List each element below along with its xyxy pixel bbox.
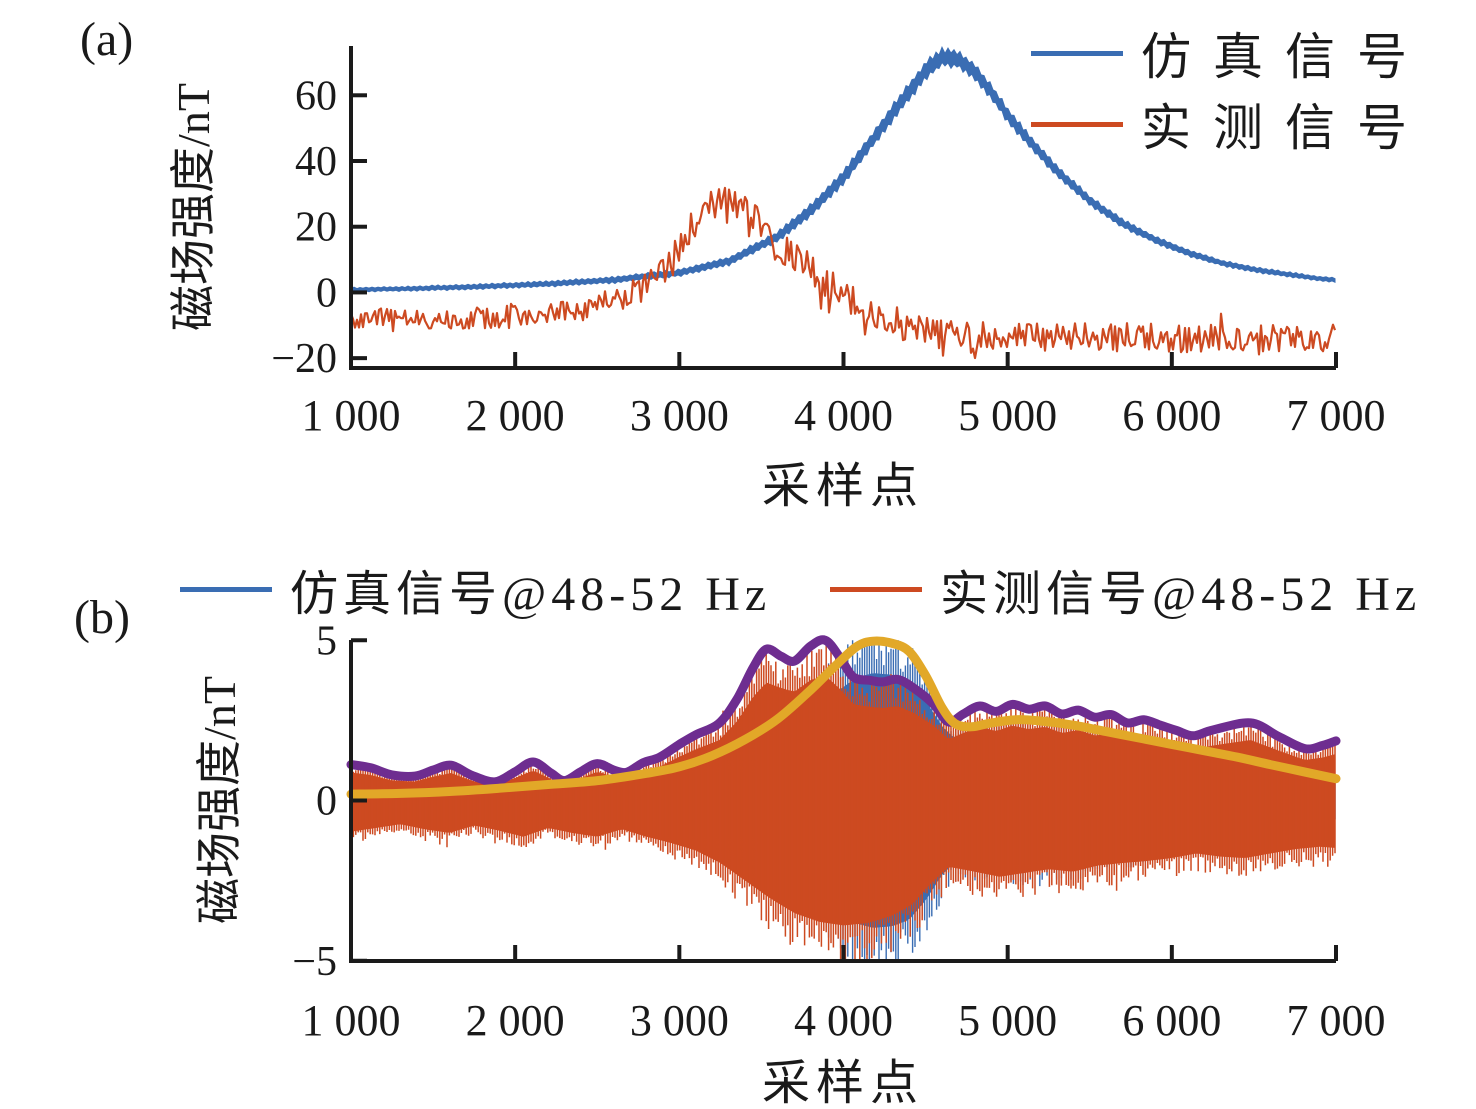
- panel-b-y-axis-title: 磁场强度/nT: [194, 676, 245, 924]
- panel-b-label: (b): [74, 591, 130, 644]
- panel-b-y-tick-label: 5: [316, 618, 337, 664]
- legend-a-simulated-label: 仿真信号: [1141, 29, 1429, 85]
- legend-a-measured-line-swatch: [1031, 121, 1123, 127]
- panel-b-x-tick-label: 3 000: [630, 996, 729, 1045]
- legend-a-simulated-line-swatch: [1031, 50, 1123, 56]
- panel-b-x-axis-title: 采样点: [761, 1057, 925, 1109]
- legend-b-measured-label: 实测信号@48-52 Hz: [940, 568, 1422, 621]
- series-a-simulated-band: [350, 46, 1336, 293]
- legend-a-item-simulated: 仿真信号: [1031, 27, 1429, 85]
- panel-a-x-tick-label: 5 000: [958, 391, 1057, 440]
- panel-a-x-tick-label: 3 000: [630, 391, 729, 440]
- panel-b-y-tick-label: −5: [292, 939, 337, 985]
- panel-b-x-tick-label: 7 000: [1287, 996, 1386, 1045]
- legend-b-item-simulated: 仿真信号@48-52 Hz: [180, 563, 771, 621]
- panel-b-x-tick-label: 6 000: [1122, 996, 1221, 1045]
- legend-a-item-measured: 实测信号: [1031, 98, 1429, 156]
- legend-a-measured-label: 实测信号: [1141, 100, 1429, 156]
- panel-a-y-tick-label: 20: [295, 205, 337, 251]
- panel-b-x-tick-label: 4 000: [794, 996, 893, 1045]
- panel-b-x-tick-label: 5 000: [958, 996, 1057, 1045]
- panel-a-y-tick-label: 40: [295, 139, 337, 185]
- legend-b-simulated-line-swatch: [180, 586, 272, 592]
- panel-a-y-axis-title: 磁场强度/nT: [168, 83, 219, 331]
- legend-b-measured-line-swatch: [830, 586, 922, 592]
- panel-a-y-tick-label: −20: [271, 336, 337, 382]
- panel-b-y-tick-label: 0: [316, 779, 337, 825]
- panel-a-y-tick-label: 0: [316, 270, 337, 316]
- legend-b-item-measured: 实测信号@48-52 Hz: [830, 563, 1421, 621]
- panel-a-label: (a): [80, 13, 134, 66]
- panel-a-y-tick-label: 60: [295, 73, 337, 119]
- series-b-simulated-envelope-line: [346, 636, 1341, 799]
- series-a-measured-line: [349, 186, 1337, 360]
- panel-a-x-tick-label: 4 000: [794, 391, 893, 440]
- legend-b-simulated-label: 仿真信号@48-52 Hz: [290, 568, 772, 621]
- panel-a-x-tick-label: 2 000: [466, 391, 565, 440]
- panel-a-x-tick-label: 7 000: [1287, 391, 1386, 440]
- panel-b-x-tick-label: 2 000: [466, 996, 565, 1045]
- panel-a-x-axis-title: 采样点: [761, 460, 925, 513]
- panel-a-x-tick-label: 6 000: [1122, 391, 1221, 440]
- panel-b-x-tick-label: 1 000: [302, 996, 401, 1045]
- panel-a-x-tick-label: 1 000: [302, 391, 401, 440]
